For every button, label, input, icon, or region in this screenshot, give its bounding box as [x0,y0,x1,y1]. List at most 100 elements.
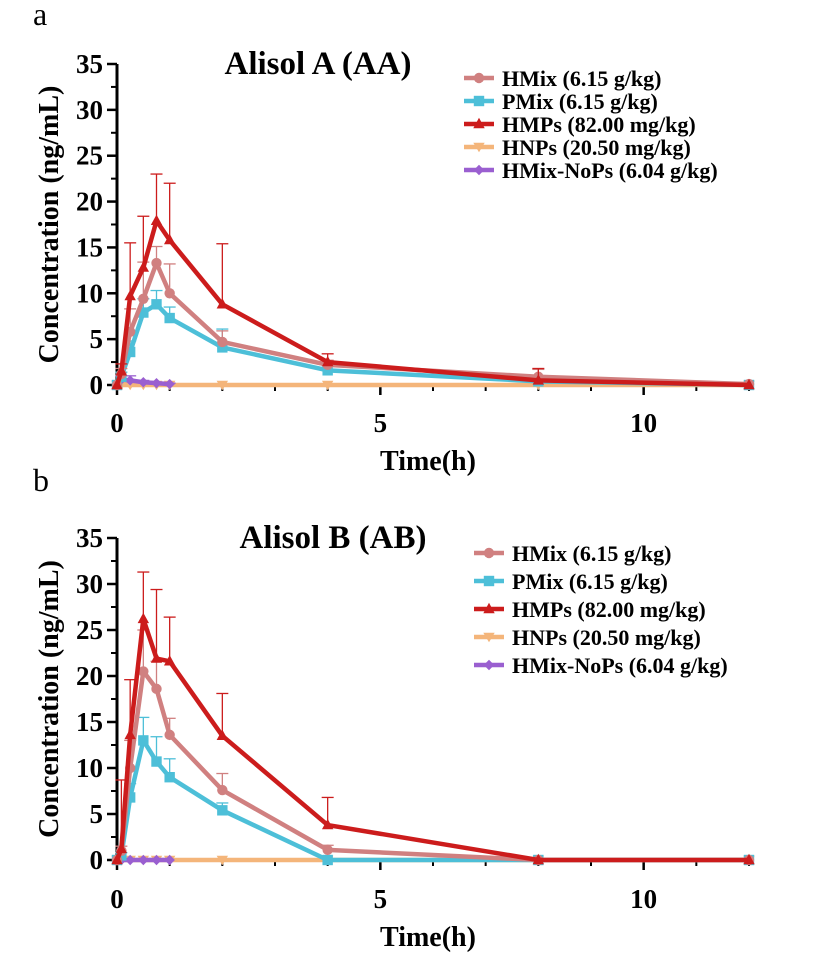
data-point [164,854,175,866]
data-point [216,380,229,391]
data-point [138,293,149,304]
axes: 0 5 10 15 20 25 30 35 0 5 10 [76,523,751,914]
data-point [138,666,149,677]
data-point [322,844,333,856]
data-point [151,257,162,269]
series-line [114,218,750,388]
data-point [164,288,175,299]
legend-marker [483,602,495,614]
data-point [111,378,123,390]
legend-marker [483,575,495,587]
legend-label: HMix-NoPs (6.04 g/kg) [502,158,718,183]
series-1 [111,289,755,391]
y-tick-label: 10 [76,753,103,783]
data-point [743,853,755,865]
data-point [216,729,229,740]
y-tick-label: 30 [76,569,103,599]
data-point [743,378,755,390]
data-point [151,377,162,389]
data-point [163,233,176,245]
y-axis-label: Concentration (ng/mL) [34,86,65,364]
x-tick-label: 0 [110,408,124,438]
legend-label: HMPs (82.00 mg/kg) [502,112,696,137]
x-axis-label: Time(h) [380,446,476,476]
data-point [138,854,149,866]
data-point [163,655,176,666]
legend-marker [473,95,485,107]
y-axis-label: Concentration (ng/mL) [34,560,65,838]
legend-label: HMix-NoPs (6.04 g/kg) [512,653,728,678]
y-tick-label: 30 [76,95,103,125]
legend-label: PMix (6.15 g/kg) [502,89,658,114]
x-tick-label: 0 [110,884,124,914]
y-tick-label: 20 [76,661,103,691]
data-point [124,854,136,866]
data-point [164,729,175,741]
data-point [217,805,228,816]
legend-label: PMix (6.15 g/kg) [512,569,668,594]
data-point [150,652,163,663]
series-line [114,669,749,863]
data-point [216,298,229,309]
data-point [322,854,333,866]
legend-label: HNPs (20.50 mg/kg) [502,135,691,160]
legend-marker [473,142,485,153]
data-point [321,355,334,367]
data-point [151,683,162,695]
legend-label: HMix (6.15 g/kg) [512,541,672,566]
data-point [151,854,162,866]
data-point [115,842,128,854]
y-tick-label: 35 [76,49,103,79]
y-tick-label: 15 [76,232,103,262]
data-point [532,853,545,865]
data-point [532,374,545,385]
chart-alisol-b: 0 5 10 15 20 25 30 35 0 5 10 Time(h) Concentration (… [34,520,755,953]
data-point [138,735,149,746]
series-2 [111,173,755,390]
data-point [115,365,128,376]
data-point [124,346,136,358]
legend-marker [473,72,485,84]
data-point [151,299,162,310]
series-line [114,616,749,863]
legend-marker [473,117,485,129]
series-0 [111,245,755,391]
y-tick-label: 25 [76,141,103,171]
legend: HMix (6.15 g/kg)PMix (6.15 g/kg)HMPs (82… [464,66,718,183]
series-line [114,260,750,387]
x-tick-label: 5 [374,884,388,914]
y-tick-label: 25 [76,615,103,645]
x-tick-label: 10 [630,884,657,914]
data-point [217,784,228,796]
legend-marker [483,547,495,559]
data-point [321,380,334,391]
data-point [138,307,149,318]
legend-label: HMPs (82.00 mg/kg) [512,597,706,622]
chart-title: Alisol B (AB) [239,520,426,556]
data-point [164,378,175,390]
y-tick-label: 5 [90,324,104,354]
y-tick-label: 35 [76,523,103,553]
data-point [124,289,136,301]
chart-title: Alisol A (AA) [224,46,411,82]
data-point [137,612,150,624]
y-tick-label: 15 [76,707,103,737]
y-tick-label: 5 [90,799,104,829]
data-point [164,772,175,783]
data-point [124,728,136,740]
data-point [151,756,162,767]
data-point [217,336,228,348]
data-point [321,818,334,830]
data-point [124,375,136,386]
y-tick-label: 0 [90,845,104,875]
legend: HMix (6.15 g/kg) PMix (6.15 g/kg) HMPs (82… [474,541,728,678]
data-point [217,342,228,353]
panel-a-letter: a [33,0,48,32]
data-point [137,261,150,272]
data-point [111,853,123,865]
data-point [322,365,333,376]
series-2 [111,571,755,865]
data-point [216,855,229,866]
legend-marker [483,659,495,671]
data-point [138,377,149,388]
